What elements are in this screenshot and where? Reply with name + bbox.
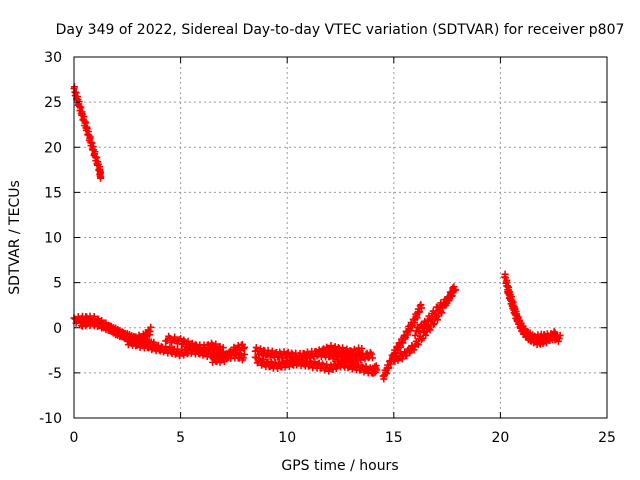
series-arc-1 [70, 83, 105, 182]
data-point [368, 354, 376, 362]
data-point [425, 325, 433, 333]
grid-lines [74, 57, 607, 418]
data-point [361, 355, 369, 363]
data-point [398, 355, 406, 363]
data-point [239, 354, 247, 362]
series-arc-14 [503, 282, 560, 349]
data-point [112, 324, 120, 332]
data-point [184, 337, 192, 345]
data-point [154, 341, 162, 349]
data-point [545, 335, 553, 343]
data-point [180, 351, 188, 359]
data-point [426, 326, 434, 334]
data-point [115, 328, 123, 336]
data-point [410, 346, 418, 354]
y-tick-label: 30 [44, 50, 62, 66]
data-point [119, 329, 127, 337]
data-point [209, 358, 217, 366]
series-arc-5 [162, 332, 227, 356]
data-point [97, 173, 105, 181]
data-point [177, 335, 185, 343]
data-point [551, 329, 559, 337]
data-point [77, 103, 85, 111]
data-point [220, 358, 228, 366]
data-point [550, 328, 558, 336]
data-point [331, 343, 339, 351]
data-point [357, 349, 365, 357]
y-tick-label: 0 [53, 321, 62, 337]
y-tick-label: 5 [53, 276, 62, 292]
y-axis-label: SDTVAR / TECUs [7, 180, 23, 295]
data-point [439, 303, 447, 311]
data-point [435, 307, 443, 315]
data-point [407, 347, 415, 355]
data-point [188, 339, 196, 347]
series-arc-9 [315, 342, 366, 359]
x-tick-label: 15 [385, 430, 403, 446]
series-arc-6 [209, 340, 249, 366]
data-point [252, 343, 260, 351]
chart-title: Day 349 of 2022, Sidereal Day-to-day VTE… [56, 22, 625, 38]
data-point [367, 350, 375, 358]
data-point [339, 344, 347, 352]
x-tick-label: 0 [70, 430, 79, 446]
data-point [423, 321, 431, 329]
data-point [508, 296, 516, 304]
data-point [426, 315, 434, 323]
data-point [416, 308, 424, 316]
data-point [104, 321, 112, 329]
data-point [239, 345, 247, 353]
data-point [449, 287, 457, 295]
data-point [418, 304, 426, 312]
data-point [241, 343, 249, 351]
data-point [385, 364, 393, 372]
data-point [171, 333, 179, 341]
data-point [123, 330, 131, 338]
x-tick-label: 10 [278, 430, 296, 446]
data-point [219, 344, 227, 352]
data-point [358, 345, 366, 353]
data-point [216, 342, 224, 350]
data-point [427, 315, 435, 323]
y-tick-label: 10 [44, 231, 62, 247]
data-point [329, 365, 337, 373]
y-tick-label: -5 [48, 366, 62, 382]
x-tick-label: 5 [176, 430, 185, 446]
x-axis-label: GPS time / hours [281, 458, 398, 474]
data-point [202, 346, 210, 354]
y-tick-label: -10 [39, 411, 62, 427]
data-point [556, 331, 564, 339]
data-point [128, 332, 136, 340]
series-arc-8 [251, 353, 381, 377]
data-point [422, 331, 430, 339]
data-point [93, 154, 101, 162]
data-point [552, 332, 560, 340]
axis-ticks: 0 5 10 15 20 25 -10 -5 0 5 10 15 20 25 30 [39, 50, 616, 446]
data-point [241, 350, 249, 358]
data-point [147, 323, 155, 331]
data-point [339, 357, 347, 365]
y-tick-label: 25 [44, 95, 62, 111]
x-tick-label: 20 [491, 430, 509, 446]
data-point [232, 349, 240, 357]
y-tick-label: 20 [44, 140, 62, 156]
data-point [88, 139, 96, 147]
x-tick-label: 25 [598, 430, 616, 446]
data-point [429, 321, 437, 329]
data-point [411, 331, 419, 339]
data-points [70, 83, 564, 383]
series-arc-12 [411, 284, 457, 339]
data-point [503, 282, 511, 290]
y-tick-label: 15 [44, 185, 62, 201]
data-point [414, 341, 422, 349]
data-point [430, 320, 438, 328]
data-point [373, 366, 381, 374]
data-point [391, 357, 399, 365]
data-point [434, 316, 442, 324]
